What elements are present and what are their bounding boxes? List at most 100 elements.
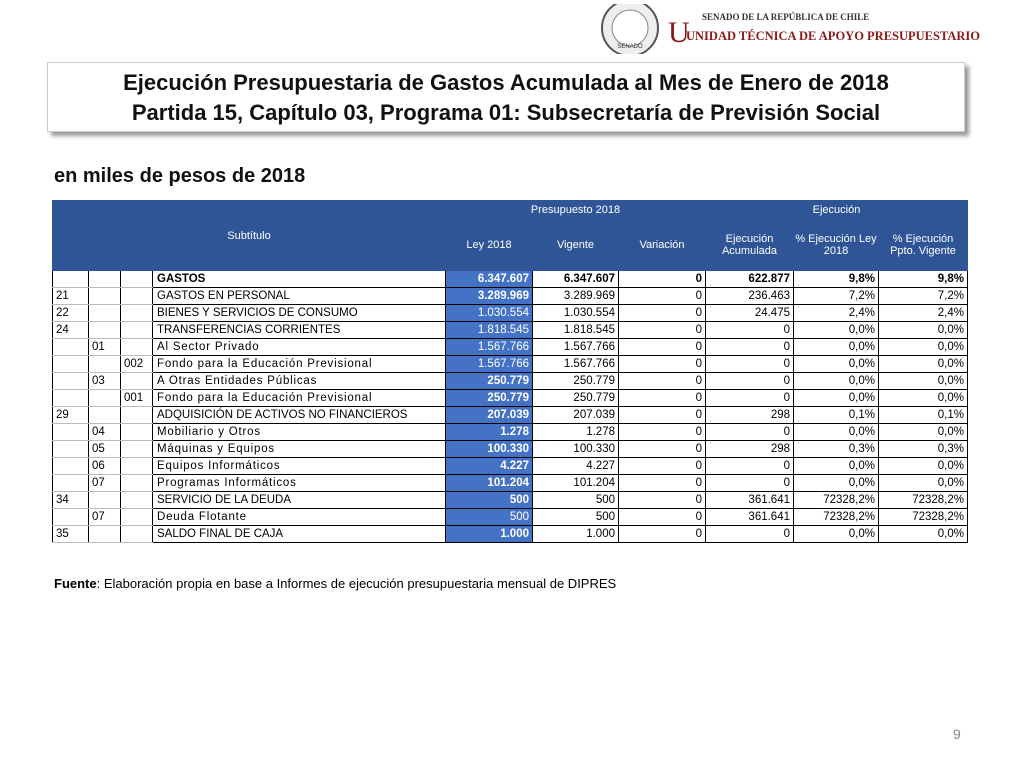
table-cell: 500 (445, 491, 533, 509)
table-cell: 0,0% (878, 321, 968, 339)
table-cell: 05 (88, 440, 121, 458)
table-cell (120, 525, 153, 543)
table-cell: 250.779 (532, 372, 619, 390)
table-cell (52, 389, 89, 407)
title-line: Partida 15, Capítulo 03, Programa 01: Su… (131, 100, 881, 125)
table-cell: 1.567.766 (532, 355, 619, 373)
table-cell (88, 304, 121, 322)
table-cell: 0,0% (878, 474, 968, 492)
table-cell: SERVICIO DE LA DEUDA (152, 491, 446, 509)
table-cell: 0,3% (793, 440, 879, 458)
svg-text:U: U (668, 16, 690, 49)
table-row: 002 Fondo para la Educación Previsional 1.… (52, 355, 968, 373)
table-cell: 100.330 (445, 440, 533, 458)
table-cell: 0,0% (793, 474, 879, 492)
table-cell: 0 (705, 525, 794, 543)
table-cell: 0 (618, 372, 706, 390)
table-cell: 07 (88, 474, 121, 492)
table-cell: 1.567.766 (445, 338, 533, 356)
column-header: Ley 2018 (445, 218, 533, 271)
table-cell: Programas Informáticos (152, 474, 446, 492)
table-cell: 01 (88, 338, 121, 356)
table-cell: 3.289.969 (532, 287, 619, 305)
table-cell: 0 (705, 389, 794, 407)
table-cell: 0,0% (878, 355, 968, 373)
table-cell: 0 (618, 287, 706, 305)
table-cell: 500 (532, 491, 619, 509)
table-cell: 0 (705, 474, 794, 492)
column-header: Variación (618, 218, 706, 271)
table-cell: 0 (618, 355, 706, 373)
table-cell: 500 (445, 508, 533, 526)
table-cell: A Otras Entidades Públicas (152, 372, 446, 390)
table-cell (52, 423, 89, 441)
table-cell (88, 406, 121, 424)
table-cell (88, 491, 121, 509)
table-cell (120, 270, 153, 288)
table-cell: 500 (532, 508, 619, 526)
table-cell: 1.567.766 (532, 338, 619, 356)
table-row: 35 SALDO FINAL DE CAJA 1.000 1.000 0 0 0,0% 0,0… (52, 525, 968, 543)
table-cell (88, 525, 121, 543)
table-cell: Fondo para la Educación Previsional (152, 389, 446, 407)
table-cell: 3.289.969 (445, 287, 533, 305)
column-header: Vigente (532, 218, 619, 271)
table-cell: 0 (705, 372, 794, 390)
table-cell: 2,4% (878, 304, 968, 322)
table-cell (120, 423, 153, 441)
table-cell: 207.039 (532, 406, 619, 424)
table-cell (120, 508, 153, 526)
table-cell (120, 440, 153, 458)
table-cell: 0 (705, 338, 794, 356)
table-cell: 0,0% (878, 389, 968, 407)
table-cell (88, 270, 121, 288)
table-row: 04 Mobiliario y Otros 1.278 1.278 0 0 0,0% 0,0% (52, 423, 968, 441)
table-cell: 72328,2% (878, 491, 968, 509)
table-cell (88, 355, 121, 373)
table-cell (52, 474, 89, 492)
header-cell: Presupuesto 2018 (445, 200, 706, 219)
table-cell (88, 287, 121, 305)
table-cell: 1.030.554 (532, 304, 619, 322)
column-header: % Ejecución Ley 2018 (793, 218, 879, 271)
table-cell: 0 (705, 423, 794, 441)
table-cell: 0 (705, 321, 794, 339)
table-cell: GASTOS EN PERSONAL (152, 287, 446, 305)
table-cell: 1.030.554 (445, 304, 533, 322)
table-cell (120, 321, 153, 339)
table-cell (52, 338, 89, 356)
table-cell: 101.204 (532, 474, 619, 492)
table-cell (120, 474, 153, 492)
table-cell: 6.347.607 (445, 270, 533, 288)
table-cell: 250.779 (445, 372, 533, 390)
table-cell: 9,8% (793, 270, 879, 288)
table-cell: 250.779 (532, 389, 619, 407)
table-cell: 0 (618, 406, 706, 424)
source-text: : Elaboración propia en base a Informes … (96, 576, 617, 591)
table-cell (52, 372, 89, 390)
table-cell: 0 (618, 423, 706, 441)
table-cell: 100.330 (532, 440, 619, 458)
table-row: 21 GASTOS EN PERSONAL 3.289.969 3.289.969 0 2… (52, 287, 968, 305)
table-cell: 0 (618, 491, 706, 509)
table-cell: 1.000 (445, 525, 533, 543)
table-cell: 07 (88, 508, 121, 526)
table-cell: 361.641 (705, 491, 794, 509)
table-cell: 0,3% (878, 440, 968, 458)
table-cell: TRANSFERENCIAS CORRIENTES (152, 321, 446, 339)
table-cell: 1.000 (532, 525, 619, 543)
table-row: 01 Al Sector Privado 1.567.766 1.567.766 0 0 0… (52, 338, 968, 356)
table-cell: 29 (52, 406, 89, 424)
table-cell: 002 (120, 355, 153, 373)
table-cell (52, 270, 89, 288)
table-cell: 7,2% (793, 287, 879, 305)
table-cell: 72328,2% (793, 491, 879, 509)
table-cell: 22 (52, 304, 89, 322)
table-cell: 0 (705, 355, 794, 373)
table-cell: 03 (88, 372, 121, 390)
table-cell: 101.204 (445, 474, 533, 492)
table-cell: 6.347.607 (532, 270, 619, 288)
table-cell: 35 (52, 525, 89, 543)
table-cell: 0 (618, 474, 706, 492)
table-cell: 24.475 (705, 304, 794, 322)
